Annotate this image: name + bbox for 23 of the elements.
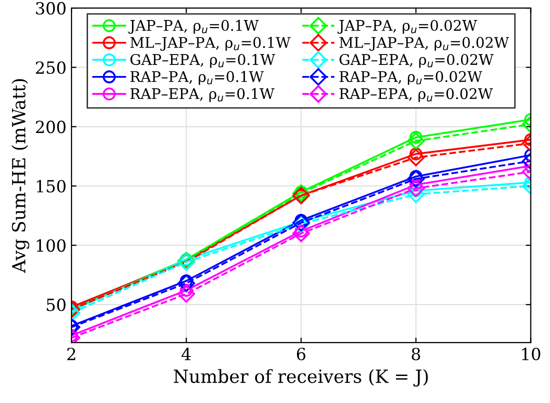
legend-label: RAP–PA, ρ$_{u}$=0.1W — [130, 71, 264, 85]
legend-label: JAP–PA, ρ$_{u}$=0.02W — [338, 20, 478, 34]
y-tick-label: 200 — [36, 120, 66, 134]
legend-label: RAP–EPA, ρ$_{u}$=0.1W — [130, 88, 274, 102]
legend-label: ML–JAP–PA, ρ$_{u}$=0.02W — [339, 36, 509, 51]
x-axis-title: Number of receivers (K = J) — [174, 369, 428, 387]
x-tick-label: 6 — [296, 348, 306, 360]
legend-label: GAP–EPA, ρ$_{u}$=0.1W — [130, 54, 276, 68]
legend-label: GAP–EPA, ρ$_{u}$=0.02W — [340, 54, 494, 68]
y-tick-label: 50 — [46, 298, 66, 312]
y-tick-label: 150 — [36, 180, 66, 193]
y-tick-label: 100 — [36, 239, 66, 252]
y-tick-label: 250 — [36, 61, 66, 74]
legend-label: RAP–EPA, ρ$_{u}$=0.02W — [340, 88, 493, 102]
y-tick-label: 300 — [36, 2, 66, 15]
legend-label: RAP–PA, ρ$_{u}$=0.02W — [340, 71, 482, 85]
x-tick-label: 10 — [522, 348, 540, 360]
y-axis-title: Avg Sum-HE (mWatt) — [12, 79, 30, 273]
x-tick-label: 4 — [182, 348, 191, 360]
legend-label: ML–JAP–PA, ρ$_{u}$=0.1W — [130, 36, 291, 51]
legend-label: JAP–PA, ρ$_{u}$=0.1W — [128, 20, 259, 34]
x-tick-label: 8 — [412, 348, 420, 360]
x-tick-label: 2 — [67, 348, 76, 360]
